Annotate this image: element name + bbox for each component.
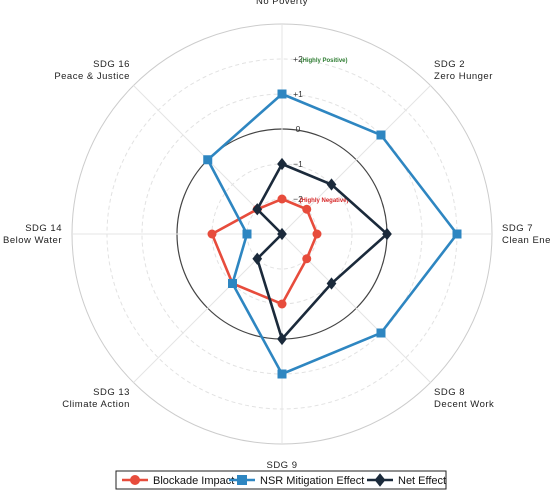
scale-annotation: (Highly Negative)	[299, 198, 348, 204]
radial-tick-label: +1	[293, 89, 303, 99]
category-label: SDG 14Life Below Water	[0, 223, 62, 246]
category-label: SDG 2 Zero Hunger	[434, 59, 493, 82]
legend: Blockade Impact NSR Mitigation Effect Net …	[115, 470, 447, 490]
scale-annotation: (Highly Positive)	[300, 58, 347, 64]
data-point-nsr-mitigation-effect	[376, 130, 386, 140]
data-point-net-effect	[326, 277, 337, 290]
scale-annotations: (Highly Positive) (Highly Negative)	[299, 58, 348, 204]
series-line-net-effect	[255, 162, 389, 342]
data-point-blockade-impact	[302, 204, 312, 214]
data-point-net-effect	[277, 332, 287, 346]
data-point-net-effect	[382, 227, 392, 241]
data-point-nsr-mitigation-effect	[277, 89, 287, 99]
legend-label: NSR Mitigation Effect	[260, 475, 364, 487]
data-point-net-effect	[277, 157, 287, 171]
radial-tick-label: −1	[293, 159, 303, 169]
data-point-blockade-impact	[207, 229, 217, 239]
category-label: SDG 1No Poverty	[256, 0, 308, 7]
category-label: SDG 8 Decent Work	[434, 387, 494, 410]
category-label: SDG 16 Peace & Justice	[54, 59, 130, 82]
legend-marker	[374, 473, 386, 487]
data-point-net-effect	[326, 178, 337, 191]
legend-box	[115, 470, 447, 490]
data-series	[203, 89, 462, 379]
data-point-blockade-impact	[312, 229, 322, 239]
category-label: SDG 13 Climate Action	[62, 387, 130, 410]
legend-marker	[130, 475, 140, 485]
legend-label: Blockade Impact	[153, 475, 234, 487]
legend-label: Net Effect	[398, 475, 446, 487]
data-point-net-effect	[277, 227, 287, 241]
radial-tick-label: +2	[293, 54, 303, 64]
data-point-nsr-mitigation-effect	[228, 279, 237, 288]
data-point-net-effect	[252, 203, 263, 216]
series-nsr-mitigation-effect	[203, 89, 462, 379]
radial-tick-label: 0	[296, 124, 301, 134]
data-point-net-effect	[252, 252, 263, 265]
data-point-nsr-mitigation-effect	[203, 155, 213, 165]
radial-tick-labels: −2 −1 0 +1 +2	[293, 54, 303, 204]
legend-marker	[237, 475, 247, 485]
data-point-blockade-impact	[302, 254, 312, 264]
data-point-nsr-mitigation-effect	[452, 229, 462, 239]
radial-tick-label: −2	[293, 194, 303, 204]
data-point-nsr-mitigation-effect	[277, 369, 287, 379]
data-point-nsr-mitigation-effect	[376, 328, 386, 338]
data-point-nsr-mitigation-effect	[242, 229, 252, 239]
series-net-effect	[252, 157, 392, 346]
data-point-blockade-impact	[277, 194, 287, 204]
data-point-blockade-impact	[277, 299, 287, 309]
